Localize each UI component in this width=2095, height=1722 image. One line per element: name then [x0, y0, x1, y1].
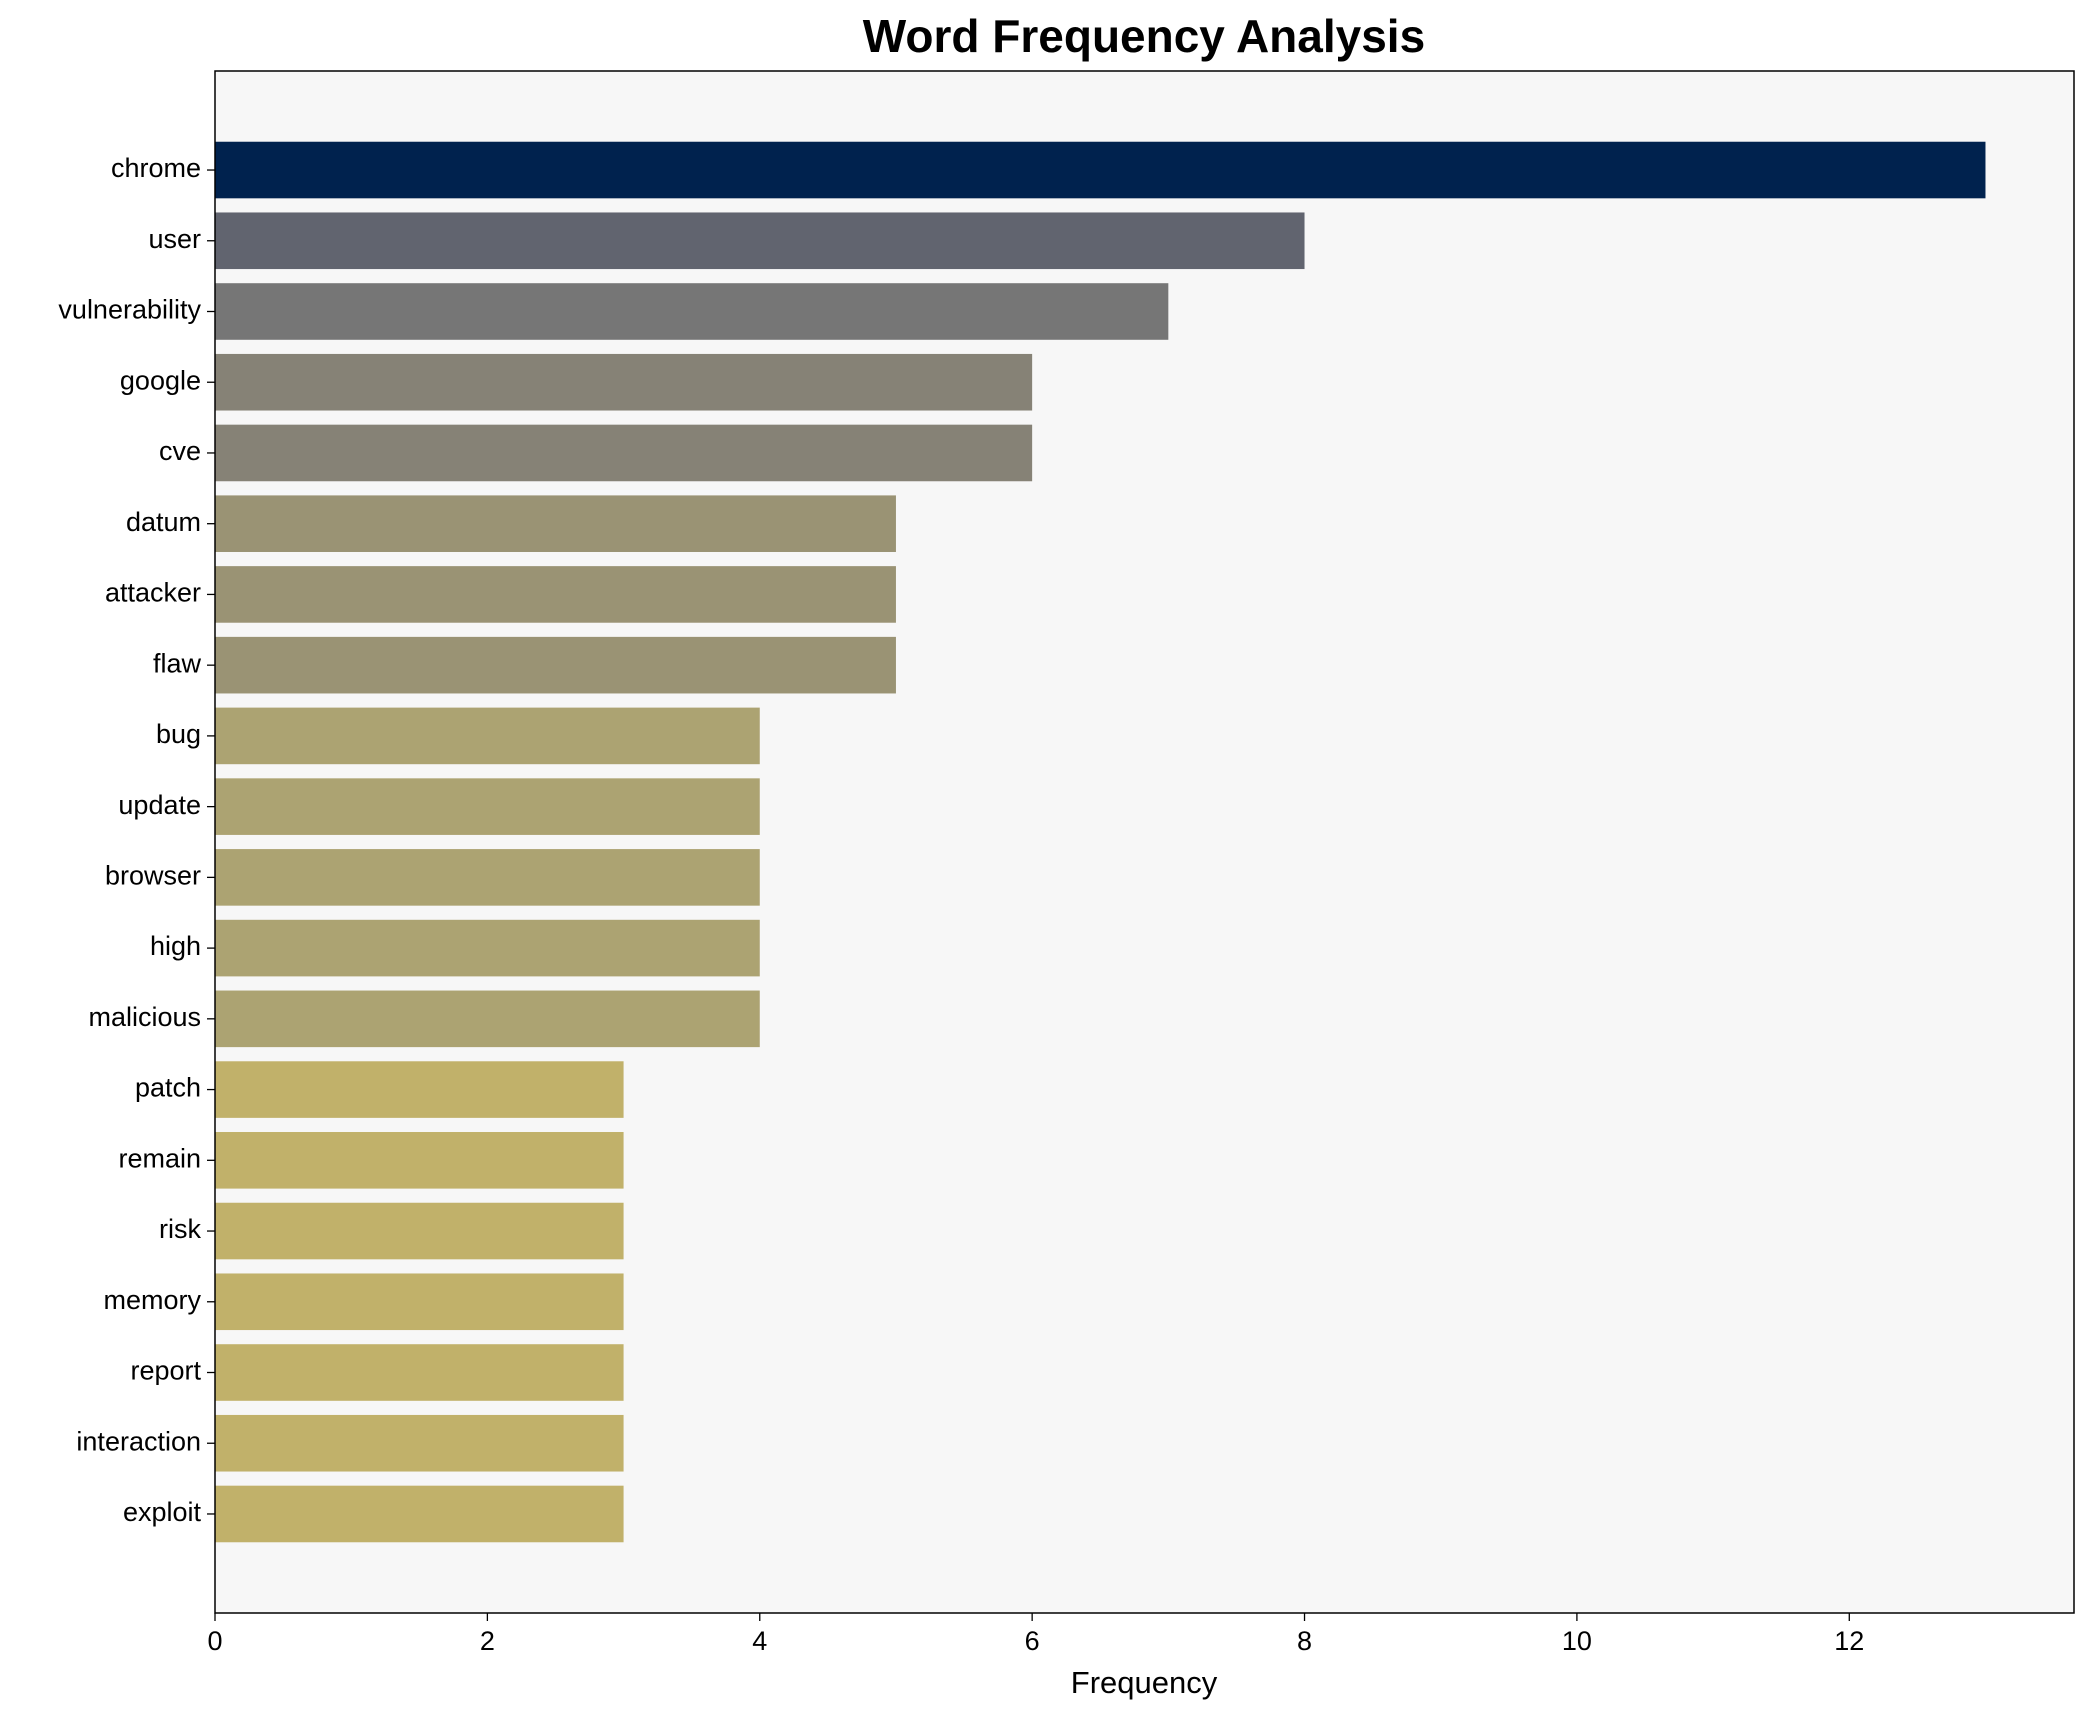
- bar: [215, 1061, 624, 1118]
- y-tick-label: chrome: [111, 153, 201, 183]
- bar: [215, 495, 896, 552]
- y-tick-label: malicious: [88, 1002, 201, 1032]
- bar: [215, 353, 1033, 411]
- y-tick-label: browser: [105, 860, 201, 890]
- y-tick-label: memory: [103, 1285, 201, 1315]
- x-tick-label: 2: [480, 1626, 495, 1656]
- bar: [215, 141, 1986, 199]
- bar: [215, 1132, 624, 1189]
- y-tick-label: risk: [159, 1214, 201, 1244]
- y-tick-label: update: [118, 790, 201, 820]
- x-tick-label: 12: [1834, 1626, 1864, 1656]
- y-tick-label: report: [130, 1356, 201, 1386]
- bar: [215, 919, 760, 977]
- chart-title: Word Frequency Analysis: [863, 10, 1425, 62]
- y-tick-label: user: [148, 224, 201, 254]
- x-tick-label: 4: [752, 1626, 767, 1656]
- bar: [215, 849, 760, 906]
- x-tick-label: 8: [1297, 1626, 1312, 1656]
- y-tick-label: interaction: [76, 1426, 201, 1456]
- bar: [215, 636, 896, 694]
- bar: [215, 1202, 624, 1260]
- y-tick-label: attacker: [105, 578, 201, 608]
- plot-frame: [214, 70, 2075, 1614]
- y-tick-label: cve: [159, 436, 201, 466]
- bar: [215, 1414, 624, 1472]
- bar: [215, 283, 1169, 340]
- y-tick-label: datum: [126, 507, 201, 537]
- y-tick-label: high: [150, 931, 201, 961]
- bar: [215, 778, 760, 835]
- bar: [215, 707, 760, 765]
- bar: [215, 1344, 624, 1401]
- y-tick-label: vulnerability: [58, 295, 201, 325]
- bar: [215, 1485, 624, 1543]
- bar: [215, 212, 1305, 270]
- x-tick-label: 0: [207, 1626, 222, 1656]
- y-tick-label: bug: [156, 719, 201, 749]
- x-tick-label: 10: [1562, 1626, 1592, 1656]
- bar: [215, 990, 760, 1048]
- x-tick-label: 6: [1025, 1626, 1040, 1656]
- bar: [215, 566, 896, 623]
- y-tick-label: patch: [135, 1073, 201, 1103]
- bar: [215, 1273, 624, 1331]
- y-tick-label: remain: [118, 1143, 201, 1173]
- y-tick-label: flaw: [153, 648, 202, 678]
- y-tick-label: google: [120, 365, 201, 395]
- y-tick-label: exploit: [123, 1497, 202, 1527]
- x-axis-label: Frequency: [1071, 1665, 1218, 1700]
- bar: [215, 424, 1033, 482]
